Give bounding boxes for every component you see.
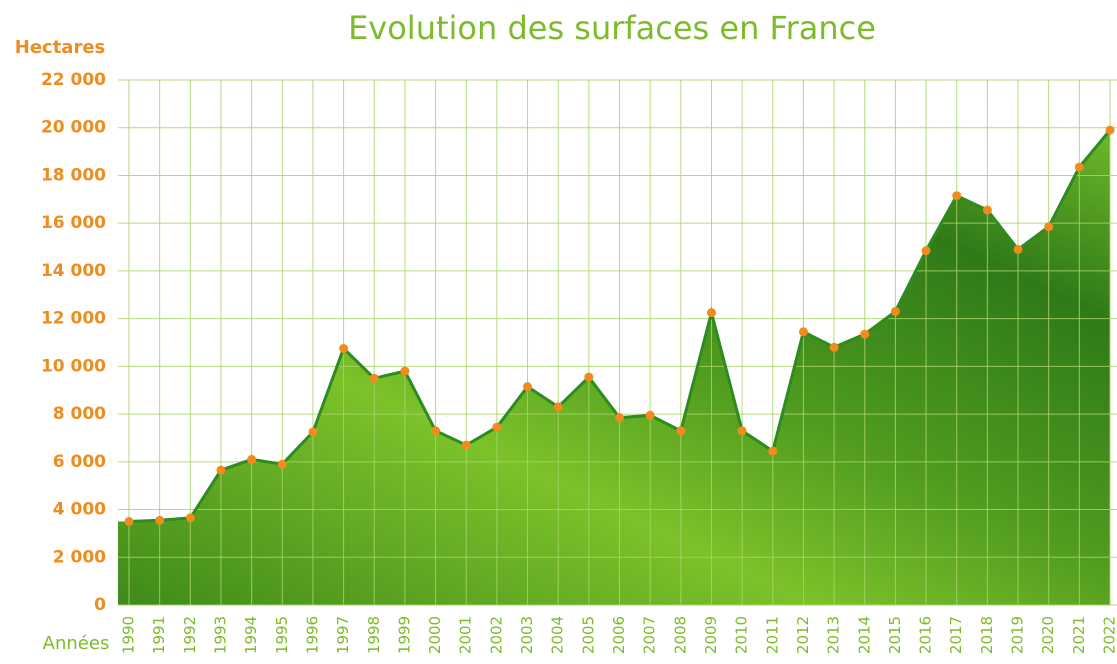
marker (339, 343, 349, 353)
x-tick-label: 1998 (365, 616, 383, 654)
marker (768, 446, 778, 456)
area-fill (118, 130, 1110, 605)
marker (737, 426, 747, 436)
marker (829, 342, 839, 352)
marker (523, 382, 533, 392)
marker (400, 366, 410, 376)
x-tick-label: 2019 (1009, 616, 1027, 654)
marker (1044, 222, 1054, 232)
y-tick-label: 6 000 (53, 452, 106, 472)
x-tick-label: 2000 (426, 616, 444, 654)
y-tick-label: 2 000 (53, 547, 106, 567)
x-tick-label: 1997 (334, 616, 352, 654)
area-layer (118, 130, 1110, 605)
y-tick-label: 18 000 (41, 165, 106, 185)
x-tick-label: 2018 (978, 616, 996, 654)
x-tick-label: 2005 (579, 616, 597, 654)
x-tick-label: 1995 (273, 616, 291, 654)
marker (431, 426, 441, 436)
x-tick-label: 2001 (457, 616, 475, 654)
marker (1013, 244, 1023, 254)
marker (369, 373, 379, 383)
marker (706, 308, 716, 318)
marker (798, 327, 808, 337)
y-tick-label: 12 000 (41, 309, 106, 329)
top-layer: 0 2 000 4 000 6 000 8 000 10 000 12 000 14 000 1… (41, 70, 1117, 654)
marker (247, 454, 257, 464)
marker (921, 246, 931, 256)
x-tick-label: 2006 (610, 616, 628, 654)
chart-title: Evolution des surfaces en France (348, 9, 876, 47)
x-tick-label: 2012 (794, 616, 812, 654)
y-axis-label: Hectares (15, 37, 106, 58)
marker (124, 516, 134, 526)
x-axis-label: Années (43, 633, 110, 654)
x-tick-label: 1996 (303, 616, 321, 654)
y-tick-label: 20 000 (41, 118, 106, 138)
x-tick-label: 2008 (671, 616, 689, 654)
marker (982, 205, 992, 215)
marker (308, 427, 318, 437)
marker (155, 515, 165, 525)
y-tick-label: 10 000 (41, 356, 106, 376)
x-tick-label: 2014 (855, 616, 873, 654)
y-tick-label: 14 000 (41, 261, 106, 281)
x-tick-label: 2021 (1070, 616, 1088, 654)
x-tick-label: 1999 (395, 616, 413, 654)
marker (1074, 162, 1084, 172)
marker (676, 426, 686, 436)
x-tick-label: 2013 (825, 616, 843, 654)
marker (860, 329, 870, 339)
y-tick-label: 16 000 (41, 213, 106, 233)
marker (584, 372, 594, 382)
x-tick-label: 2003 (518, 616, 536, 654)
marker (890, 306, 900, 316)
marker (185, 513, 195, 523)
y-tick-label: 0 (94, 595, 106, 615)
marker (461, 440, 471, 450)
y-tick-label: 22 000 (41, 70, 106, 90)
marker (553, 402, 563, 412)
x-tick-label: 2017 (947, 616, 965, 654)
marker (277, 459, 287, 469)
x-tick-label: 1993 (211, 616, 229, 654)
x-tick-label: 1994 (242, 616, 260, 654)
marker (1105, 125, 1115, 135)
x-tick-label: 1991 (150, 616, 168, 654)
x-tick-label: 2020 (1039, 616, 1057, 654)
marker (492, 422, 502, 432)
x-tick-label: 1990 (120, 616, 138, 654)
x-tick-label: 2009 (702, 616, 720, 654)
y-tick-label: 4 000 (53, 500, 106, 520)
marker (952, 191, 962, 201)
x-tick-label: 2010 (733, 616, 751, 654)
x-tick-label: 2011 (763, 616, 781, 654)
marker (216, 465, 226, 475)
x-tick-label: 2022 (1101, 616, 1117, 654)
x-tick-label: 2015 (886, 616, 904, 654)
x-tick-label: 2016 (917, 616, 935, 654)
x-tick-label: 2007 (641, 616, 659, 654)
y-tick-label: 8 000 (53, 404, 106, 424)
x-tick-label: 1992 (181, 616, 199, 654)
marker (645, 410, 655, 420)
marker (615, 413, 624, 423)
x-tick-label: 2002 (487, 616, 505, 654)
x-tick-label: 2004 (549, 616, 567, 654)
